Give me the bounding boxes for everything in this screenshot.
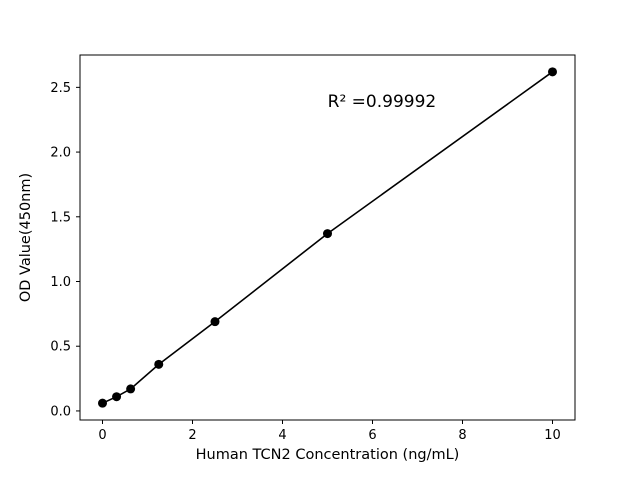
y-tick-label: 2.5 (50, 81, 71, 96)
data-point (154, 359, 164, 369)
x-tick-label: 0 (98, 428, 106, 443)
data-point (323, 229, 332, 239)
x-tick-label: 2 (188, 428, 196, 443)
y-tick-label: 0.5 (50, 340, 71, 355)
x-tick-label: 10 (544, 428, 561, 443)
data-point (98, 398, 107, 408)
y-tick-label: 1.5 (50, 210, 71, 225)
x-tick-label: 4 (278, 428, 286, 443)
y-tick-label: 1.0 (50, 275, 71, 290)
y-tick-label: 2.0 (50, 146, 71, 161)
x-tick-label: 8 (458, 428, 466, 443)
data-point (210, 317, 220, 327)
plot-border (79, 54, 576, 421)
y-axis-label: OD Value(450nm) (18, 173, 34, 302)
r-squared-annotation: R² =0.99992 (328, 92, 437, 112)
x-tick-label: 6 (368, 428, 376, 443)
data-point (112, 392, 122, 402)
x-axis-label: Human TCN2 Concentration (ng/mL) (196, 447, 460, 463)
data-point (126, 384, 136, 394)
y-tick-label: 0.0 (50, 404, 71, 419)
data-point (548, 67, 557, 77)
